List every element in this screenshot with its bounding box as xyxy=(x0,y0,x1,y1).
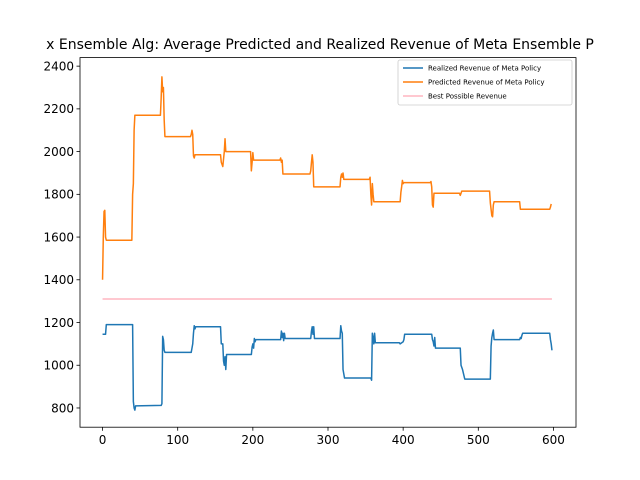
chart-title: x Ensemble Alg: Average Predicted and Re… xyxy=(46,37,594,53)
y-tick-label: 1800 xyxy=(43,188,74,202)
x-tick-label: 300 xyxy=(317,433,340,447)
legend: Realized Revenue of Meta Policy Predicted… xyxy=(397,59,573,106)
x-tick-label: 500 xyxy=(467,433,490,447)
series-line-1 xyxy=(102,323,553,411)
x-tick-label: 400 xyxy=(392,433,415,447)
y-tick-label: 1200 xyxy=(43,316,74,330)
y-tick-label: 1600 xyxy=(43,230,74,244)
y-tick-label: 1400 xyxy=(43,273,74,287)
legend-label-2: Predicted Revenue of Meta Policy xyxy=(428,79,545,87)
y-tick-label: 2400 xyxy=(43,59,74,73)
y-axis: 800 1000 1200 1400 1600 1800 2000 2200 2400 xyxy=(43,59,80,415)
legend-label-1: Realized Revenue of Meta Policy xyxy=(428,65,541,73)
plot-frame xyxy=(79,57,577,428)
series-layer xyxy=(101,76,553,411)
series-line-2 xyxy=(101,76,552,280)
x-tick-label: 600 xyxy=(542,433,565,447)
y-tick-label: 1000 xyxy=(43,359,74,373)
x-axis: 0 100 200 300 400 500 600 xyxy=(99,427,565,447)
x-tick-label: 200 xyxy=(241,433,264,447)
x-tick-label: 0 xyxy=(99,433,107,447)
legend-frame xyxy=(397,59,573,106)
legend-label-3: Best Possible Revenue xyxy=(428,93,507,101)
y-tick-label: 800 xyxy=(51,401,74,415)
x-tick-label: 100 xyxy=(166,433,189,447)
y-tick-label: 2200 xyxy=(43,102,74,116)
y-tick-label: 2000 xyxy=(43,145,74,159)
